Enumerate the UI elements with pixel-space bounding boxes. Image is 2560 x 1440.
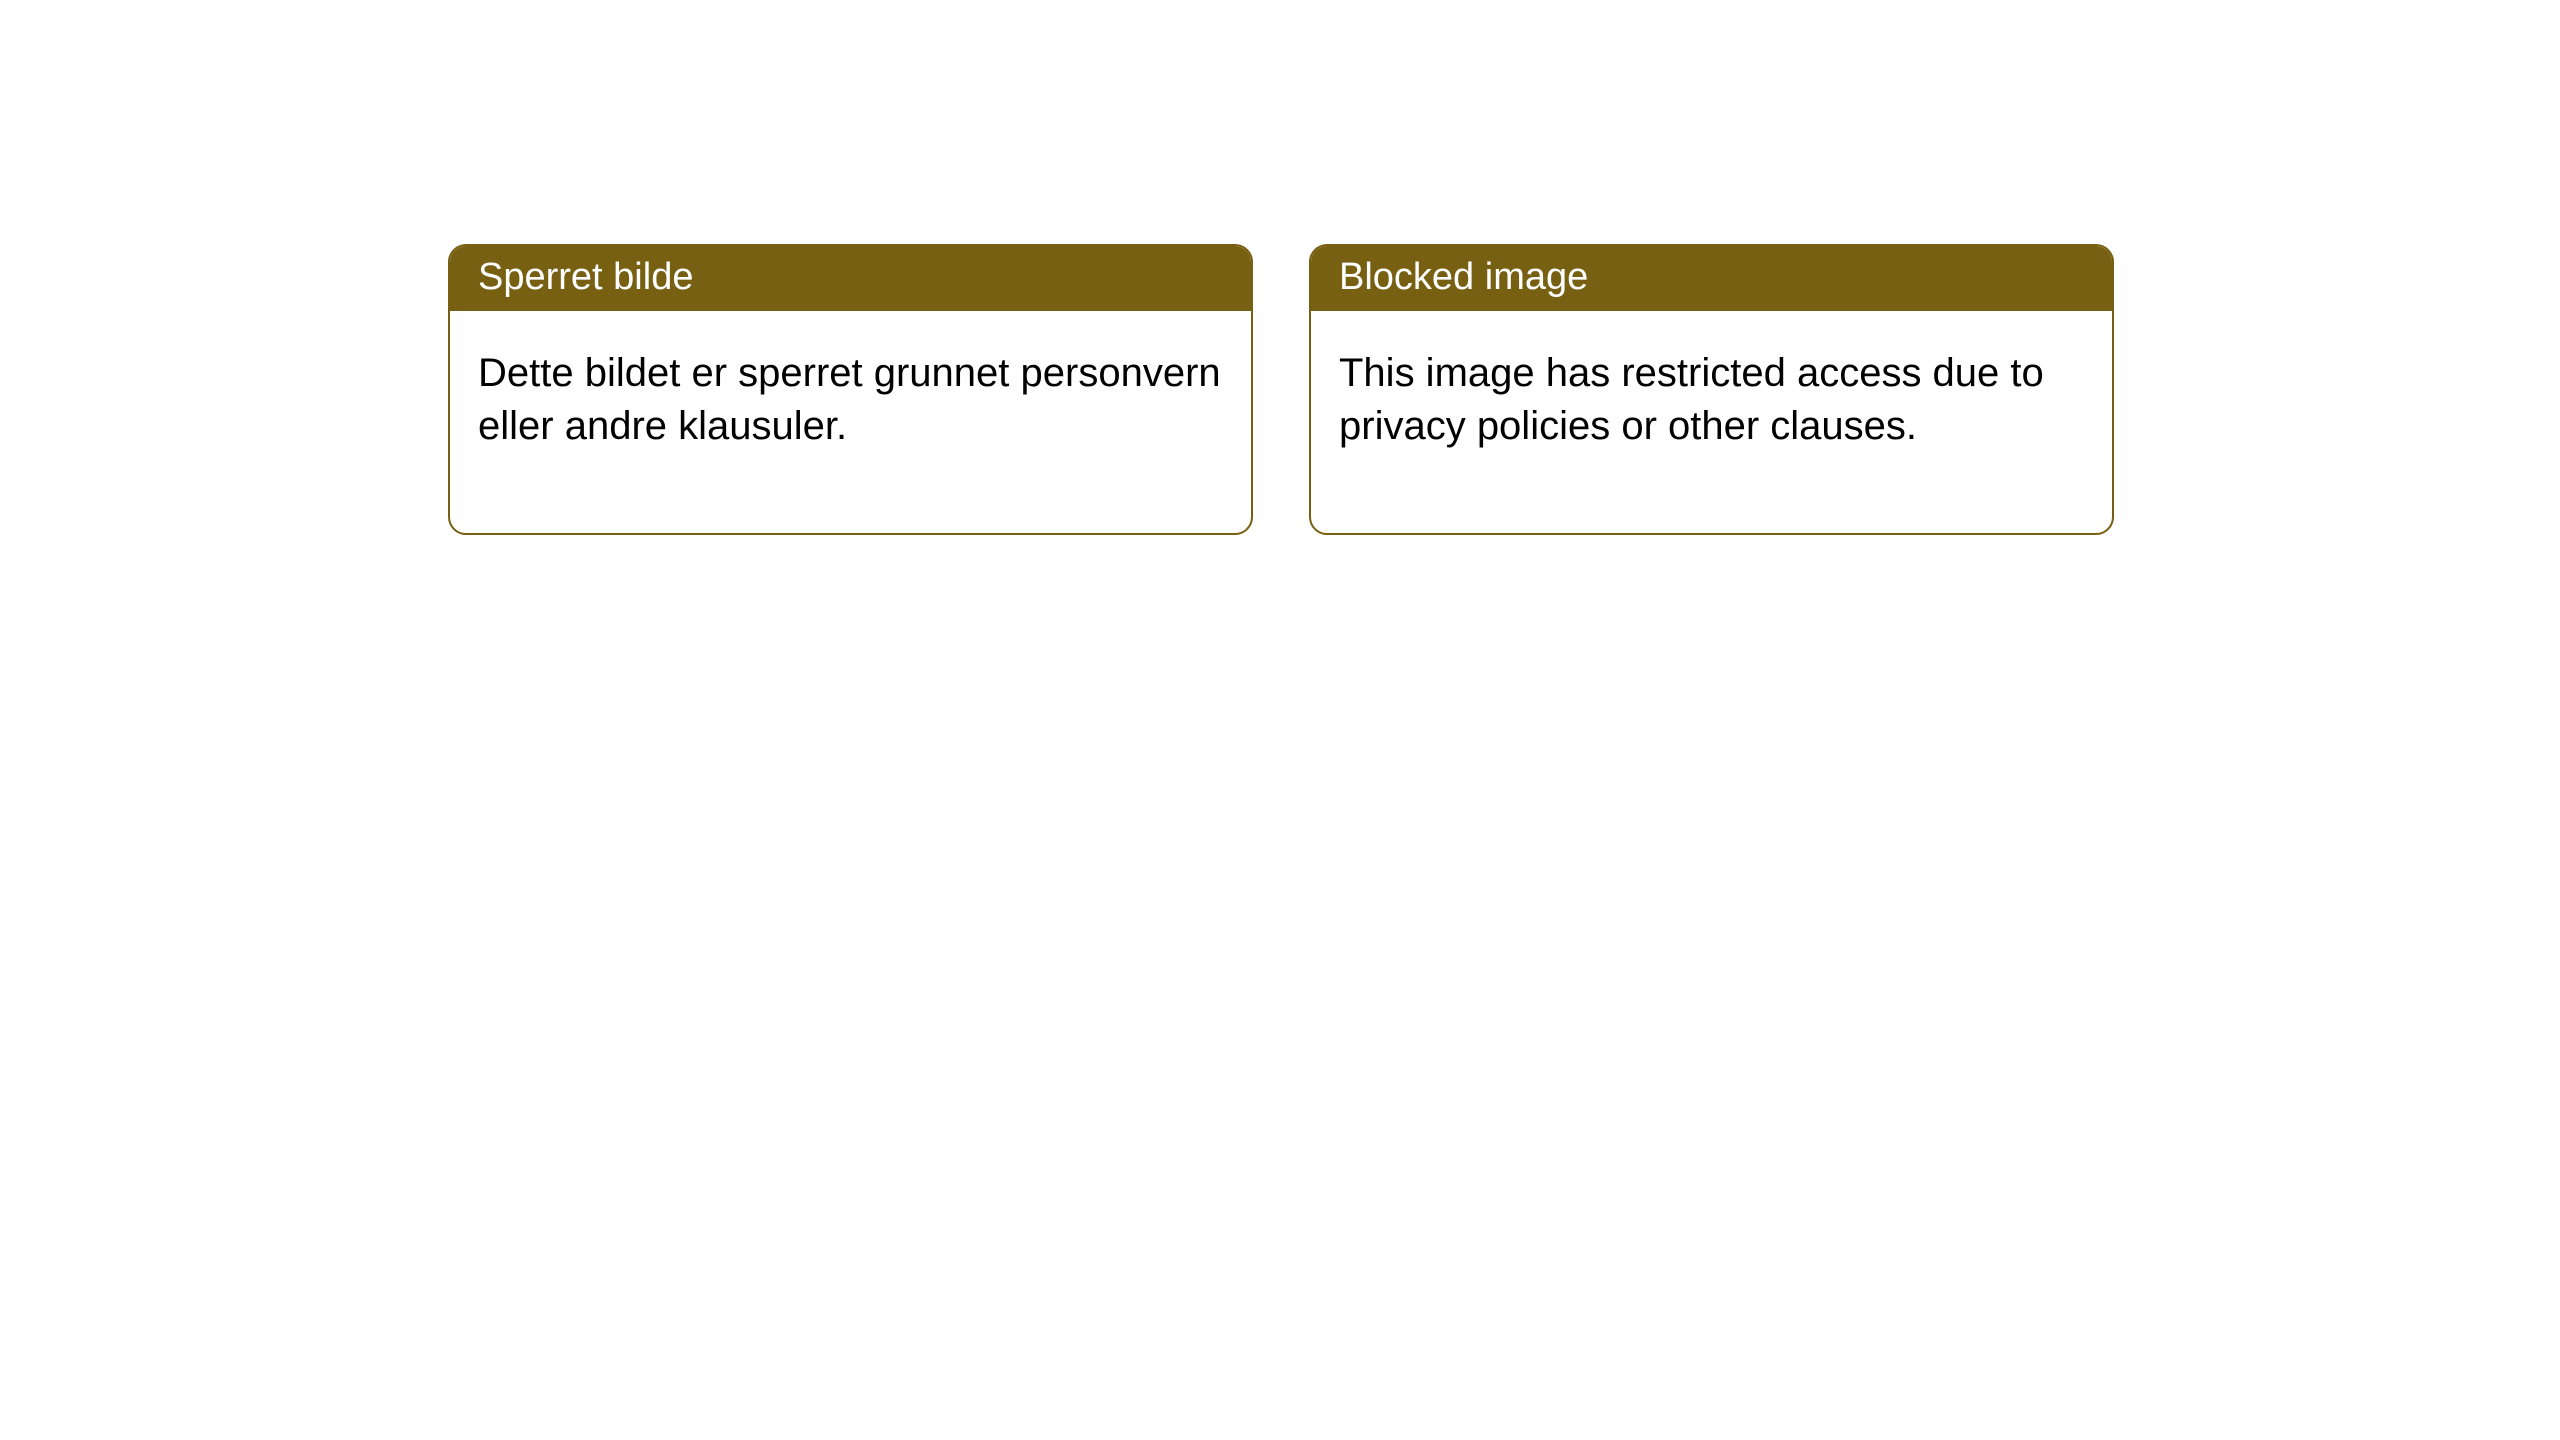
notice-header-english: Blocked image (1311, 246, 2112, 311)
notice-body-english: This image has restricted access due to … (1311, 311, 2112, 533)
notice-body-norwegian: Dette bildet er sperret grunnet personve… (450, 311, 1251, 533)
notice-box-norwegian: Sperret bilde Dette bildet er sperret gr… (448, 244, 1253, 535)
notice-header-norwegian: Sperret bilde (450, 246, 1251, 311)
notice-container: Sperret bilde Dette bildet er sperret gr… (448, 244, 2114, 535)
notice-box-english: Blocked image This image has restricted … (1309, 244, 2114, 535)
